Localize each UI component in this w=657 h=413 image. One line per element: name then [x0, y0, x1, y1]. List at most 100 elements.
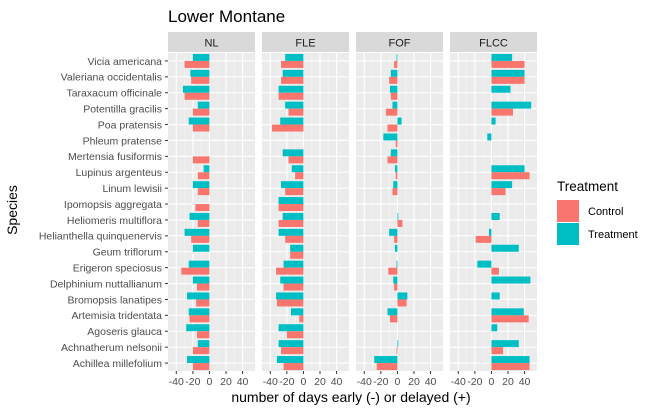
bar-control — [281, 347, 304, 355]
bar-control — [394, 60, 398, 68]
bar-control — [387, 124, 398, 132]
bar-treatment — [188, 308, 210, 316]
legend-label-control: Control — [588, 206, 623, 218]
legend-title: Treatment — [557, 179, 618, 194]
y-tick-label: Taraxacum officinale — [66, 88, 162, 100]
x-tick-label: -20 — [467, 376, 482, 388]
bar-treatment — [491, 69, 525, 77]
bar-control — [283, 363, 304, 371]
bar-control — [192, 363, 210, 371]
facet-strip — [450, 32, 537, 52]
bar-treatment — [188, 260, 210, 268]
x-tick-label: 20 — [502, 376, 514, 388]
bar-treatment — [197, 340, 210, 348]
bar-treatment — [488, 228, 492, 236]
bar-control — [278, 204, 304, 212]
x-tick-label: -40 — [451, 376, 466, 388]
bar-treatment — [281, 181, 304, 189]
y-tick-label: Phleum pratense — [83, 135, 163, 147]
y-tick-label: Heliomeris multiflora — [67, 215, 162, 227]
facet-strip-label: NL — [204, 38, 218, 50]
bar-control — [385, 108, 398, 116]
bar-treatment — [389, 85, 398, 93]
bar-control — [281, 60, 304, 68]
panel-background — [356, 53, 443, 371]
bar-treatment — [190, 69, 210, 77]
bar-control — [387, 156, 398, 164]
y-tick-label: Valeriana occidentalis — [61, 72, 162, 84]
bar-control — [281, 76, 304, 84]
x-tick-label: 0 — [207, 376, 213, 388]
panel-background — [450, 53, 537, 371]
bar-control — [290, 251, 304, 259]
bar-treatment — [276, 356, 304, 364]
bar-control — [389, 76, 398, 84]
facet-strip — [356, 32, 443, 52]
bar-treatment — [280, 117, 304, 125]
bar-control — [285, 235, 304, 243]
bar-treatment — [291, 165, 304, 173]
bar-control — [286, 331, 304, 339]
bar-control — [285, 188, 304, 196]
bar-control — [197, 172, 210, 180]
bar-treatment — [282, 69, 304, 77]
bar-control — [376, 363, 398, 371]
bar-treatment — [182, 85, 210, 93]
bar-control — [192, 156, 210, 164]
x-tick-label: 0 — [301, 376, 307, 388]
bar-control — [395, 172, 398, 180]
bar-control — [389, 315, 398, 323]
y-tick-label: Erigeron speciosus — [73, 262, 162, 274]
bar-control — [184, 60, 210, 68]
bar-treatment — [197, 101, 210, 109]
y-tick-label: Artemisia tridentata — [72, 310, 163, 322]
bar-treatment — [192, 53, 210, 61]
bar-treatment — [394, 244, 398, 252]
x-tick-label: 20 — [314, 376, 326, 388]
x-tick-label: -20 — [279, 376, 294, 388]
bar-treatment — [285, 53, 304, 61]
bar-treatment — [491, 292, 500, 300]
bar-treatment — [491, 212, 500, 220]
bar-treatment — [278, 340, 304, 348]
bar-treatment — [396, 260, 398, 268]
bar-control — [278, 92, 304, 100]
y-tick-label: Poa pratensis — [98, 119, 162, 131]
bar-control — [394, 283, 398, 291]
bar-control — [271, 124, 304, 132]
bar-control — [475, 235, 492, 243]
bar-treatment — [290, 244, 304, 252]
bar-treatment — [393, 276, 398, 284]
bar-treatment — [491, 308, 524, 316]
y-tick-label: Bromopsis lanatipes — [67, 294, 162, 306]
bar-treatment — [491, 85, 511, 93]
bar-treatment — [278, 228, 304, 236]
legend-swatch-control — [557, 200, 579, 222]
bar-treatment — [491, 244, 519, 252]
bar-treatment — [291, 308, 304, 316]
legend-label-treatment: Treatment — [588, 229, 638, 241]
bar-treatment — [189, 212, 210, 220]
bar-treatment — [396, 53, 398, 61]
bar-control — [197, 331, 210, 339]
y-tick-label: Geum triflorum — [93, 247, 163, 259]
x-tick-label: 40 — [425, 376, 437, 388]
bar-control — [288, 108, 304, 116]
bar-control — [491, 315, 529, 323]
bar-control — [395, 140, 398, 148]
bar-treatment — [278, 85, 304, 93]
bar-treatment — [278, 324, 304, 332]
panel-background — [262, 53, 349, 371]
panel-background — [168, 53, 255, 371]
bar-treatment — [187, 292, 210, 300]
bar-control — [276, 299, 304, 307]
bar-control — [491, 188, 506, 196]
y-axis-title: Species — [4, 185, 20, 235]
bar-treatment — [188, 117, 210, 125]
bar-treatment — [393, 181, 398, 189]
bar-treatment — [491, 53, 513, 61]
bar-control — [392, 188, 398, 196]
bar-control — [197, 188, 210, 196]
facet-panel-flcc: FLCC -40 -20 0 20 40 — [450, 32, 537, 388]
bar-control — [299, 315, 304, 323]
